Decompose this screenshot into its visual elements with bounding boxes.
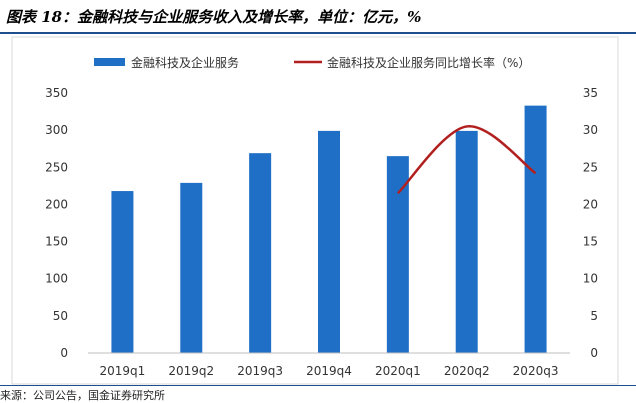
bottom-rule [0,385,636,386]
y-left-tick-label: 100 [45,272,68,286]
y-left-tick-label: 0 [60,346,68,360]
y-left-axis: 0 50 100 150 200 250 300 350 [45,86,68,360]
legend-bar-swatch [94,58,125,66]
x-tick-label: 2019q2 [168,364,214,378]
x-axis: 2019q1 2019q2 2019q3 2019q4 2020q1 2020q2 2020… [100,364,559,378]
y-left-tick-label: 50 [53,309,68,323]
y-right-tick-label: 25 [583,160,598,174]
title-rule [0,32,636,34]
x-tick-label: 2019q4 [306,364,352,378]
y-left-tick-label: 250 [45,160,68,174]
y-right-tick-label: 15 [583,235,598,249]
bar [249,153,272,353]
y-right-tick-label: 35 [583,86,598,100]
x-tick-label: 2019q1 [100,364,146,378]
legend-bar-label: 金融科技及企业服务 [131,55,239,70]
bar [524,105,547,353]
bar [318,130,340,353]
y-right-tick-label: 30 [583,123,598,137]
y-right-axis: 0 5 10 15 20 25 30 35 [583,86,598,360]
line-series [396,125,537,195]
x-tick-label: 2020q1 [375,364,421,378]
figure-title: 图表 18：金融科技与企业服务收入及增长率，单位：亿元，% [6,8,422,26]
chart: 金融科技及企业服务 金融科技及企业服务同比增长率（%） 050100150200… [11,36,619,385]
y-right-tick-label: 0 [590,346,598,360]
y-right-tick-label: 20 [583,197,598,211]
bar [180,182,203,353]
y-left-tick-label: 150 [45,235,68,249]
y-left-tick-label: 350 [45,86,68,100]
x-tick-label: 2020q2 [444,364,490,378]
y-left-tick-label: 200 [45,197,68,211]
bar [455,130,478,353]
x-tick-label: 2020q3 [513,364,559,378]
bar [386,156,409,353]
legend: 金融科技及企业服务 金融科技及企业服务同比增长率（%） [94,55,530,70]
bar [111,191,134,353]
legend-line-label: 金融科技及企业服务同比增长率（%） [327,55,530,70]
y-left-tick-label: 300 [45,123,68,137]
x-tick-label: 2019q3 [237,364,283,378]
source-note: 来源：公司公告，国金证券研究所 [0,389,165,402]
growth-rate-line [396,125,537,195]
y-right-tick-label: 5 [590,309,598,323]
y-right-tick-label: 10 [583,272,598,286]
bar-series [111,105,547,353]
